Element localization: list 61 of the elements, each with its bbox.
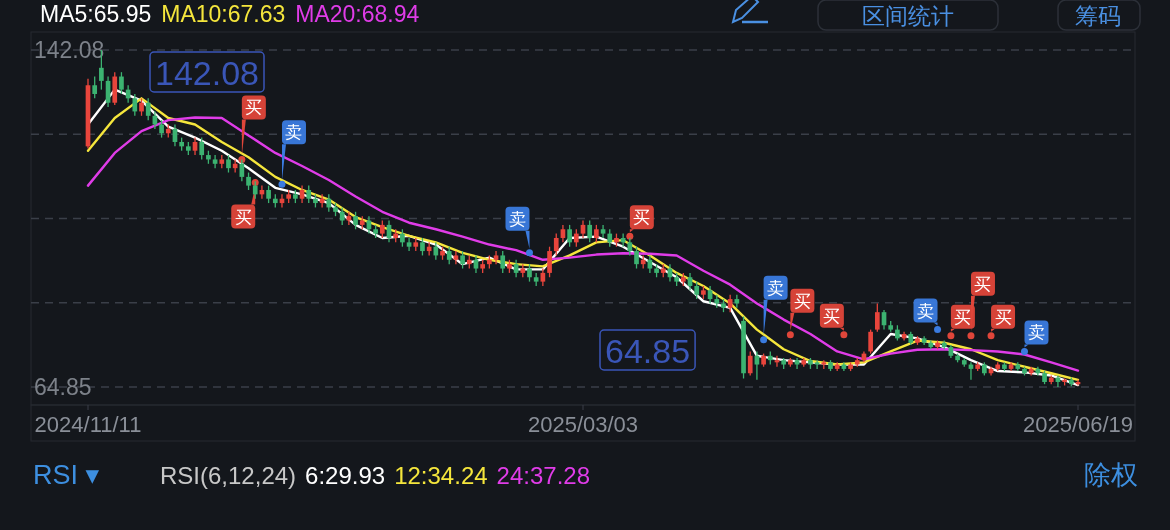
candlestick [874, 302, 880, 333]
text: 6:29.93 [305, 462, 386, 489]
data-label: 卖 [917, 301, 935, 321]
data-label: 买 [994, 307, 1012, 327]
candlestick [199, 136, 205, 161]
candlestick [212, 154, 218, 169]
data-label: 买 [234, 207, 252, 227]
data-label: 买 [633, 208, 651, 228]
annotation: 64.85 [605, 332, 691, 370]
data-label: 买 [974, 274, 992, 294]
text: 除权 [1084, 460, 1138, 490]
candlestick [547, 246, 552, 278]
point [987, 332, 995, 340]
data-label: 买 [823, 306, 841, 326]
data-label: 卖 [767, 278, 785, 298]
candlestick [493, 250, 499, 265]
candlestick [747, 350, 753, 377]
point [626, 232, 634, 240]
annotation: 142.08 [155, 54, 259, 92]
candlestick [600, 224, 606, 239]
candlestick [132, 93, 138, 117]
text: 24:37.28 [496, 462, 590, 489]
candlestick [346, 211, 352, 226]
point [840, 331, 848, 339]
data-label: 买 [954, 307, 972, 327]
text: MA5:65.95 [40, 1, 152, 27]
point [1020, 347, 1028, 355]
candlestick [814, 359, 820, 370]
text: 区间统计 [862, 3, 954, 29]
point [947, 332, 955, 340]
text: MA10:67.63 [161, 1, 286, 27]
candlestick [567, 224, 572, 248]
text: 筹码 [1075, 3, 1121, 29]
data-label: 卖 [508, 209, 526, 229]
text: RSI(6,12,24) [160, 462, 297, 489]
point [786, 331, 794, 339]
candlestick [500, 250, 506, 274]
point [525, 249, 533, 257]
candlestick [145, 97, 151, 121]
text: 12:34.24 [394, 462, 488, 489]
candlestick [868, 328, 873, 355]
data-label: 卖 [285, 123, 303, 143]
point [934, 326, 942, 334]
data-label: 买 [793, 291, 811, 311]
point [967, 332, 975, 340]
x-tick-label: 2025/03/03 [527, 412, 639, 437]
candlestick [406, 237, 412, 252]
candlestick [634, 246, 639, 270]
x-tick-label: 2025/06/19 [1022, 412, 1134, 437]
x-tick-label: 2024/11/11 [34, 412, 142, 437]
candlestick [119, 71, 124, 95]
point [760, 336, 768, 344]
text: MA20:68.94 [295, 1, 420, 27]
candlestick [453, 250, 459, 265]
data-label: 卖 [1027, 323, 1045, 343]
candlestick [553, 232, 559, 257]
text: RSI ▾ [33, 460, 100, 490]
candlestick [587, 219, 593, 243]
point [278, 180, 286, 188]
candlestick [92, 75, 98, 99]
data-label: 买 [245, 98, 263, 118]
